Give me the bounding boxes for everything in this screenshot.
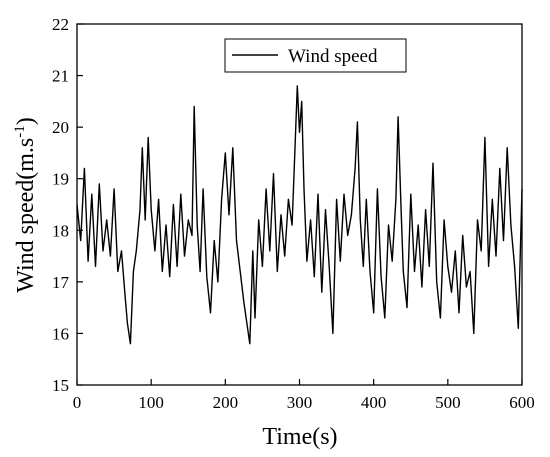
- wind-speed-series-line: [76, 85, 523, 345]
- x-tick-label: 100: [138, 393, 164, 412]
- x-tick-label: 400: [361, 393, 387, 412]
- x-tick-label: 0: [73, 393, 82, 412]
- y-axis-title-superscript: -1: [12, 125, 28, 138]
- x-tick-label: 500: [435, 393, 461, 412]
- x-axis-ticks: 0 100 200 300 400 500 600: [73, 379, 535, 412]
- y-tick-label: 22: [52, 15, 69, 34]
- y-tick-label: 19: [52, 170, 69, 189]
- x-tick-label: 600: [509, 393, 535, 412]
- plot-frame: [76, 23, 523, 386]
- y-tick-label: 18: [52, 221, 69, 240]
- y-axis-title: Wind speed(m.s-1): [12, 117, 39, 293]
- x-axis-title: Time(s): [262, 424, 337, 450]
- y-tick-label: 17: [52, 273, 70, 292]
- y-axis-ticks: 15 16 17 18 19 20 21 22: [52, 15, 83, 395]
- y-tick-label: 15: [52, 376, 69, 395]
- y-axis-title-main: Wind speed(m.s: [13, 138, 39, 293]
- legend-label: Wind speed: [288, 46, 378, 67]
- x-tick-label: 200: [213, 393, 239, 412]
- y-axis-title-close: ): [13, 117, 39, 125]
- y-tick-label: 16: [52, 324, 69, 343]
- y-tick-label: 21: [52, 67, 69, 86]
- y-tick-label: 20: [52, 118, 69, 137]
- x-tick-label: 300: [287, 393, 313, 412]
- legend: Wind speed: [224, 38, 407, 73]
